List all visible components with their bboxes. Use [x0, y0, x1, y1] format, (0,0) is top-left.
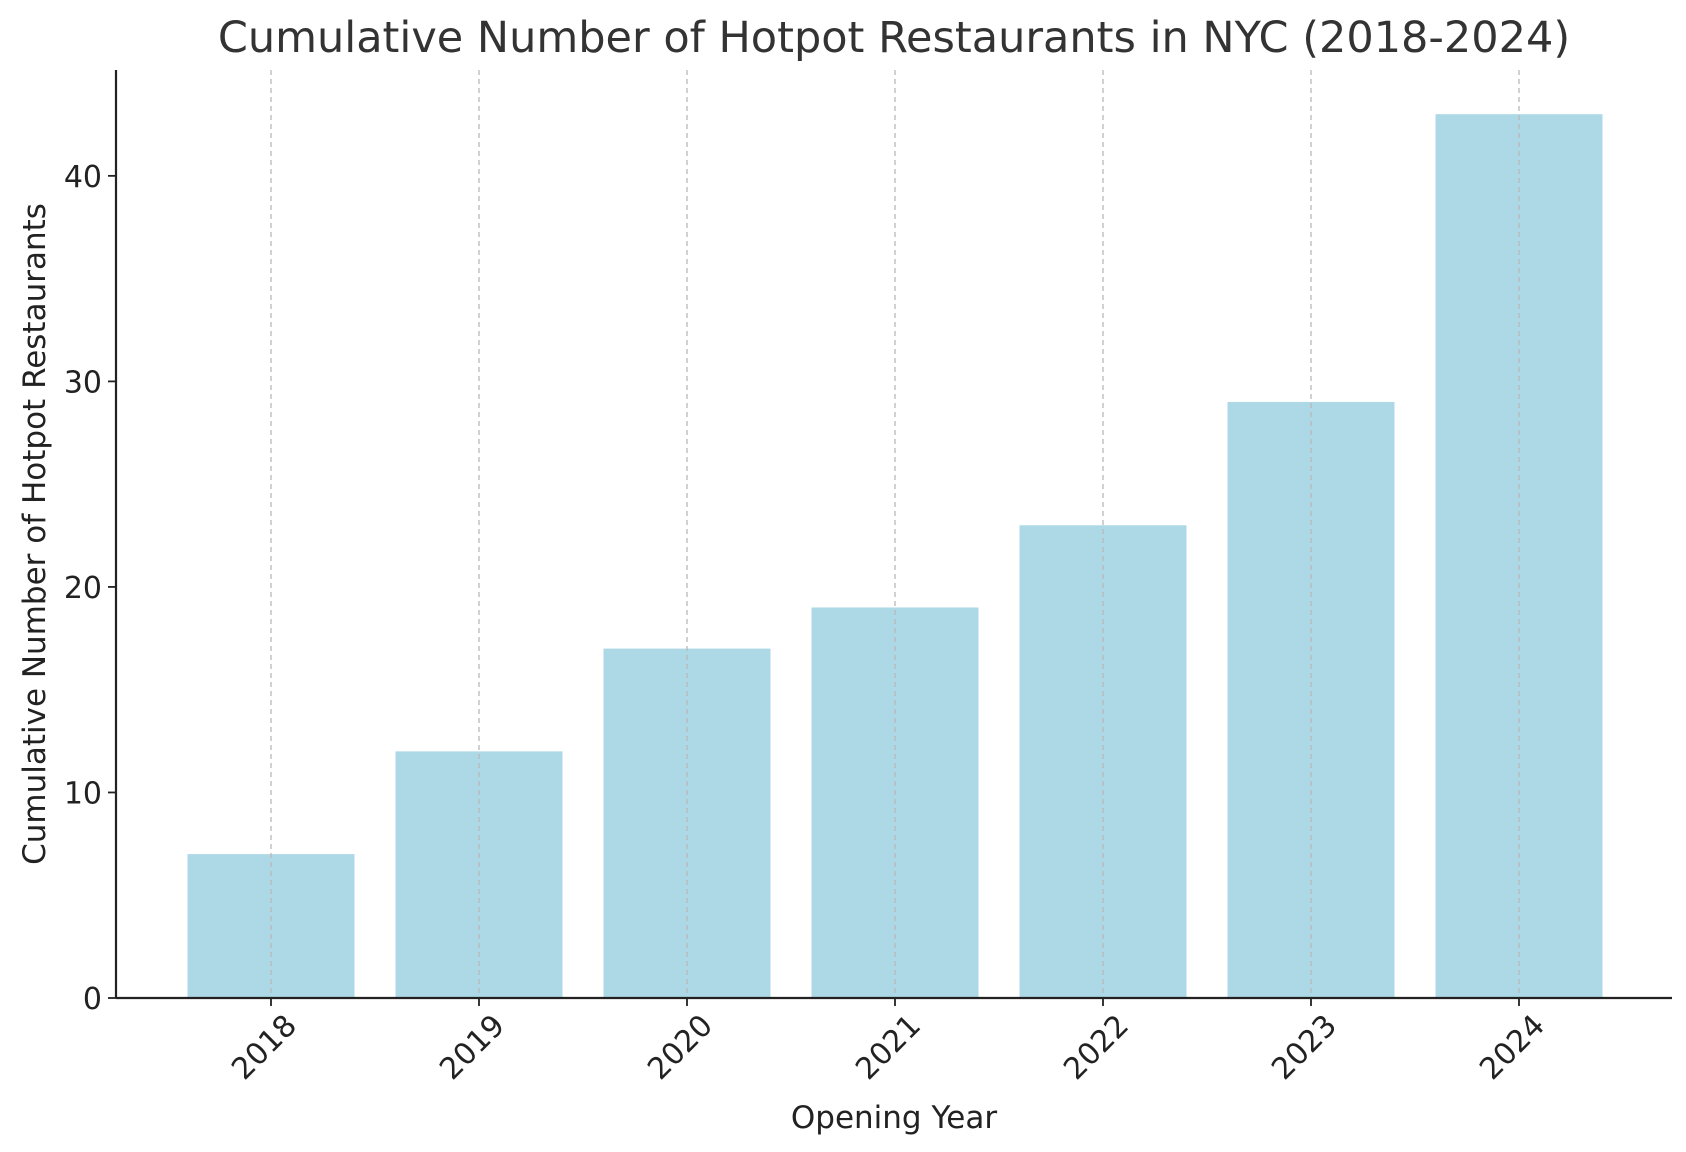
x-axis-title: Opening Year — [791, 1100, 997, 1136]
y-tick-label: 20 — [64, 571, 102, 606]
chart-title: Cumulative Number of Hotpot Restaurants … — [218, 13, 1570, 63]
x-tick-label: 2021 — [849, 1008, 928, 1087]
y-tick-label: 40 — [64, 160, 102, 195]
axes-layer — [114, 70, 1672, 1000]
x-tick-label: 2024 — [1473, 1008, 1552, 1087]
x-tick-label: 2022 — [1057, 1008, 1136, 1087]
y-tick-label: 10 — [64, 776, 102, 811]
x-tick-label: 2020 — [641, 1008, 720, 1087]
y-axis-title: Cumulative Number of Hotpot Restaurants — [17, 203, 53, 865]
x-tick-label: 2019 — [433, 1008, 512, 1087]
x-tick-label: 2023 — [1265, 1008, 1344, 1087]
y-tick-label: 0 — [83, 982, 102, 1017]
x-tick-label: 2018 — [225, 1008, 304, 1087]
grid-overlay-layer — [270, 70, 1520, 998]
y-tick-label: 30 — [64, 365, 102, 400]
bar-2020 — [603, 648, 771, 998]
